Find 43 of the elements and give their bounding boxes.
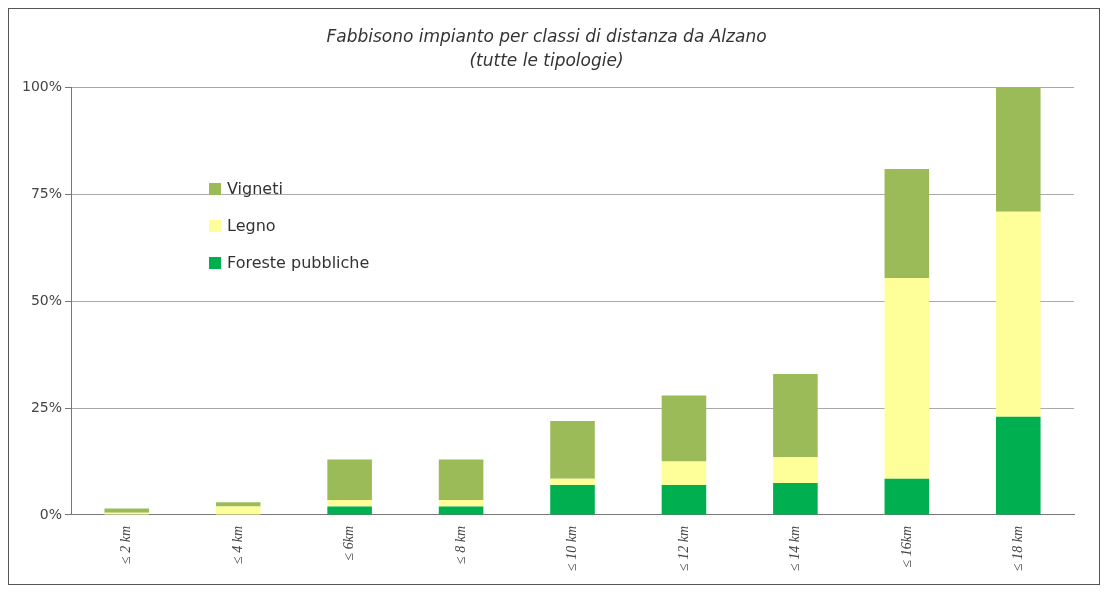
- bar: [773, 457, 818, 483]
- chart-title: Fabbisono impianto per classi di distanza da Alzano: [326, 25, 767, 46]
- bar: [884, 478, 930, 515]
- bar: [438, 459, 484, 501]
- y-tick-label: 100%: [21, 78, 63, 95]
- bar: [327, 459, 372, 501]
- x-tick-label: ≤ 6km: [341, 525, 357, 561]
- bar: [215, 502, 261, 507]
- bar: [550, 485, 595, 515]
- bar: [995, 416, 1041, 515]
- bar: [995, 211, 1041, 417]
- bar: [550, 478, 595, 486]
- x-tick-label: ≤ 18 km: [1009, 525, 1025, 572]
- x-tick-label: ≤ 8 km: [452, 525, 468, 565]
- bar: [438, 506, 484, 515]
- bar: [104, 508, 150, 513]
- bar: [884, 168, 930, 278]
- y-tick-label: 0%: [39, 505, 63, 522]
- x-tick-label: ≤ 14 km: [787, 525, 803, 572]
- legend-label: Foreste pubbliche: [227, 253, 370, 272]
- y-tick-label: 50%: [30, 292, 63, 309]
- bar: [773, 482, 818, 515]
- bar: [995, 87, 1041, 212]
- bar: [661, 395, 707, 462]
- y-tick-label: 25%: [30, 398, 63, 415]
- bar: [327, 500, 372, 507]
- y-tick-label: 75%: [30, 185, 63, 202]
- bar: [661, 461, 707, 486]
- bar: [215, 506, 261, 515]
- bar: [661, 485, 707, 515]
- x-tick-label: ≤ 2 km: [118, 525, 134, 565]
- x-tick-label: ≤ 16km: [898, 525, 914, 568]
- bar: [327, 506, 372, 515]
- bar: [884, 277, 930, 479]
- x-tick-label: ≤ 10 km: [564, 525, 580, 572]
- x-tick-label: ≤ 12 km: [675, 525, 691, 572]
- chart-subtitle: (tutte le tipologie): [469, 50, 624, 71]
- legend-label: Legno: [227, 216, 276, 235]
- bar: [438, 500, 484, 507]
- bar: [550, 421, 595, 479]
- x-tick-label: ≤ 4 km: [229, 525, 245, 565]
- legend-label: Vigneti: [227, 179, 283, 198]
- bar: [773, 374, 818, 458]
